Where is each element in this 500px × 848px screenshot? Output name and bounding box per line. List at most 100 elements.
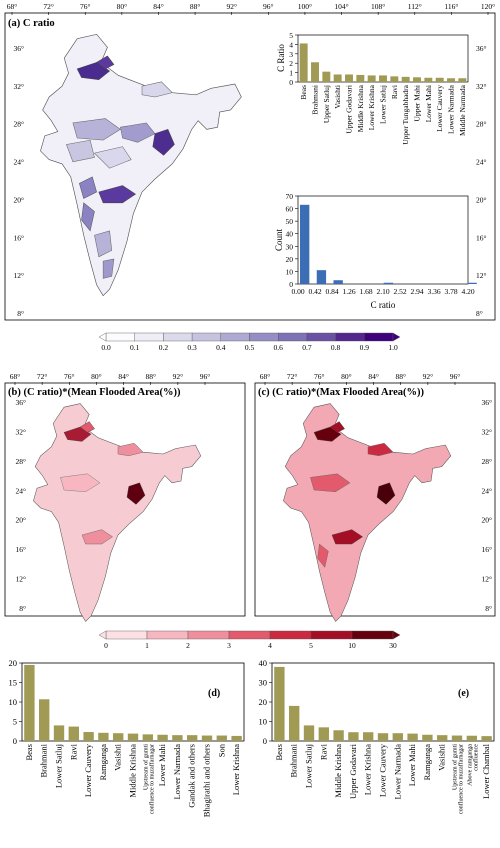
bar	[407, 733, 418, 741]
lat-tick-label: 28°	[14, 120, 25, 129]
colorbar-label: 4	[268, 641, 272, 650]
bar	[466, 735, 477, 741]
bar	[318, 727, 329, 741]
panel-b-lon-ticks: 68° 72° 76° 80° 84° 88° 92° 96°	[10, 372, 210, 385]
lon-tick-label: 80°	[117, 2, 128, 11]
category-label: Ramganga	[422, 744, 432, 781]
bar	[157, 734, 168, 741]
y-tick-label: 4	[289, 40, 293, 49]
category-label: Lower Krishna	[363, 744, 373, 795]
category-label: Lower Narmada	[392, 744, 402, 800]
bar	[379, 75, 387, 82]
category-label: Ramganga	[98, 744, 108, 781]
y-tick-label: 10	[259, 717, 268, 727]
histogram-bar	[300, 204, 310, 284]
bar	[377, 733, 389, 741]
category-label: Upper Mahi	[413, 85, 422, 121]
bar	[413, 77, 421, 82]
lat-tick-label: 12°	[476, 271, 487, 280]
category-label: Lower Cauvery	[435, 85, 444, 132]
colorbar-swatch	[187, 630, 230, 640]
inset-count-xlabel: C ratio	[371, 300, 396, 310]
bar	[451, 735, 463, 741]
panel-b-title: (b) (C ratio)*(Mean Flooded Area(%))	[8, 387, 181, 398]
bar	[367, 75, 376, 82]
category-label: Lower Mahi	[157, 743, 167, 786]
lon-tick-label: 72°	[37, 372, 48, 381]
bar	[401, 76, 410, 82]
category-label: Upper Satluj	[322, 85, 331, 123]
category-label: Middle Narmada	[458, 84, 467, 136]
colorbar-swatch	[364, 332, 394, 342]
colorbar-label: 5	[309, 641, 313, 650]
x-tick-label: 2.52	[393, 287, 406, 296]
lat-tick-label: 32°	[482, 427, 493, 436]
lat-tick-label: 36°	[482, 398, 493, 407]
bar	[201, 735, 213, 741]
colorbar-label: 10	[348, 641, 356, 650]
category-label: Upstream of gumticonfluence to muzaffarn…	[142, 744, 155, 814]
category-label: Lower Krishna	[367, 84, 376, 130]
category-label: Lower Satluj	[379, 85, 388, 124]
category-label: Brahmani	[39, 743, 49, 777]
bar	[127, 733, 139, 741]
y-tick-label: 30	[286, 242, 294, 251]
bar	[68, 726, 79, 741]
bar	[187, 735, 198, 741]
x-tick-label: 4.20	[461, 287, 474, 296]
category-label: Lower Mahi	[407, 743, 417, 786]
category-label: Middle Krishna	[333, 744, 343, 798]
colorbar-swatch	[249, 332, 279, 342]
lat-tick-label: 36°	[16, 398, 27, 407]
bar	[98, 732, 109, 741]
colorbar-swatch	[335, 332, 365, 342]
bar	[299, 43, 308, 82]
histogram-bar	[383, 282, 394, 284]
bar	[333, 730, 344, 741]
panel-a-title: (a) C ratio	[8, 18, 55, 29]
category-label: Lower Narmada	[172, 744, 182, 800]
lat-tick-label: 24°	[482, 486, 493, 495]
y-tick-label: 40	[259, 658, 268, 668]
panel-a-lat-ticks-left: 36° 32° 28° 24° 20° 16° 12° 8°	[14, 44, 25, 318]
lat-tick-label: 20°	[476, 195, 487, 204]
lat-tick-label: 32°	[16, 427, 27, 436]
y-tick-label: 2	[289, 59, 293, 68]
category-label: Lower Narmada	[447, 84, 456, 134]
category-label: Brahmani	[289, 743, 299, 777]
panel-b-lat-ticks: 36° 32° 28° 24° 20° 16° 12° 8°	[16, 398, 27, 613]
lon-tick-label: 96°	[263, 2, 274, 11]
category-label: Upstream of gumticonfluence to muzaffarn…	[452, 744, 465, 814]
lat-tick-label: 36°	[14, 44, 25, 53]
panel-c-lon-ticks: 68° 72° 76° 80° 84° 88° 92° 96°	[260, 372, 460, 385]
histogram-bar	[316, 270, 327, 284]
lon-tick-label: 72°	[43, 2, 54, 11]
lat-tick-label: 12°	[14, 271, 25, 280]
bar	[333, 74, 342, 82]
y-tick-label: 30	[259, 678, 268, 688]
category-label: Lower Chambal	[481, 743, 491, 799]
category-label: Son	[216, 743, 226, 757]
x-tick-label: 0.00	[291, 287, 304, 296]
inset-count-axes	[297, 195, 469, 285]
lon-tick-label: 120°	[481, 2, 495, 11]
lon-tick-label: 108°	[371, 2, 385, 11]
colorbar-high-arrow	[392, 332, 401, 342]
lon-tick-label: 92°	[423, 372, 434, 381]
lat-tick-label: 8°	[476, 309, 483, 318]
category-label: Lower Krishna	[231, 744, 241, 795]
colorbar-c-ratio: 0.0 0.1 0.2 0.3 0.4 0.5 0.6 0.7 0.8 0.9 1.0	[98, 332, 401, 352]
y-tick-label: 20	[9, 658, 18, 668]
colorbar-flooded: 0 1 2 3 4 5 10 30	[98, 630, 401, 650]
category-label: Lower Mahi	[424, 85, 433, 122]
y-tick-label: 10	[9, 697, 18, 707]
lat-tick-label: 16°	[14, 233, 25, 242]
x-tick-label: 1.26	[342, 287, 355, 296]
lat-tick-label: 16°	[476, 233, 487, 242]
y-tick-label: 15	[9, 678, 18, 688]
bar	[458, 78, 467, 82]
lat-tick-label: 24°	[16, 486, 27, 495]
colorbar-label: 30	[389, 641, 397, 650]
lat-tick-label: 24°	[476, 158, 487, 167]
category-label: Bhagirathi and others	[202, 744, 212, 817]
